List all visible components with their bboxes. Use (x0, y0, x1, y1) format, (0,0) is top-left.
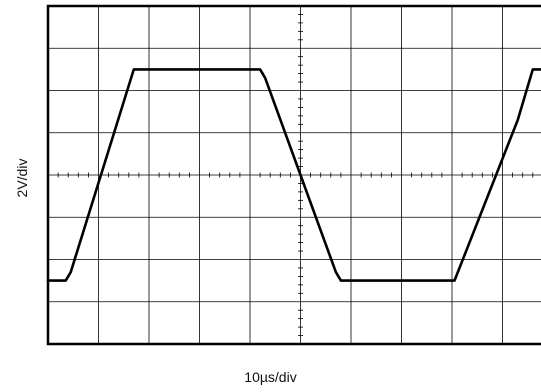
x-axis-label: 10µs/div (244, 369, 297, 385)
waveform-line (46, 68, 541, 282)
y-axis-label: 2V/div (14, 158, 30, 198)
grid (48, 6, 541, 344)
center-axis-ticks (57, 14, 534, 336)
plot-frame (46, 4, 541, 346)
waveform-trace (46, 68, 541, 282)
